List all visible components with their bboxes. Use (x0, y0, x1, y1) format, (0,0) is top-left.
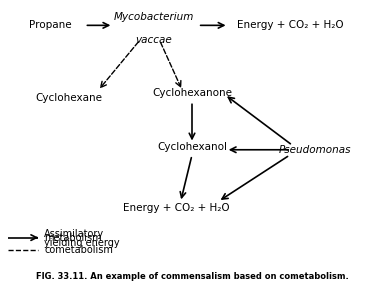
Text: Mycobacterium: Mycobacterium (113, 12, 194, 22)
Text: Cyclohexanol: Cyclohexanol (157, 142, 227, 152)
Text: Propane: Propane (28, 20, 71, 30)
Text: Energy + CO₂ + H₂O: Energy + CO₂ + H₂O (237, 20, 343, 30)
Text: vaccae: vaccae (135, 35, 172, 45)
Text: Cyclohexanone: Cyclohexanone (152, 88, 232, 98)
Text: Assimilatory: Assimilatory (44, 229, 104, 239)
Text: Energy + CO₂ + H₂O: Energy + CO₂ + H₂O (123, 203, 230, 213)
Text: Cyclohexane: Cyclohexane (36, 93, 103, 103)
Text: metabolism: metabolism (44, 234, 102, 243)
Text: Pseudomonas: Pseudomonas (279, 145, 351, 155)
Text: cometabolism: cometabolism (44, 245, 113, 255)
Text: FIG. 33.11. An example of commensalism based on cometabolism.: FIG. 33.11. An example of commensalism b… (36, 272, 348, 281)
Text: yielding energy: yielding energy (44, 238, 120, 248)
